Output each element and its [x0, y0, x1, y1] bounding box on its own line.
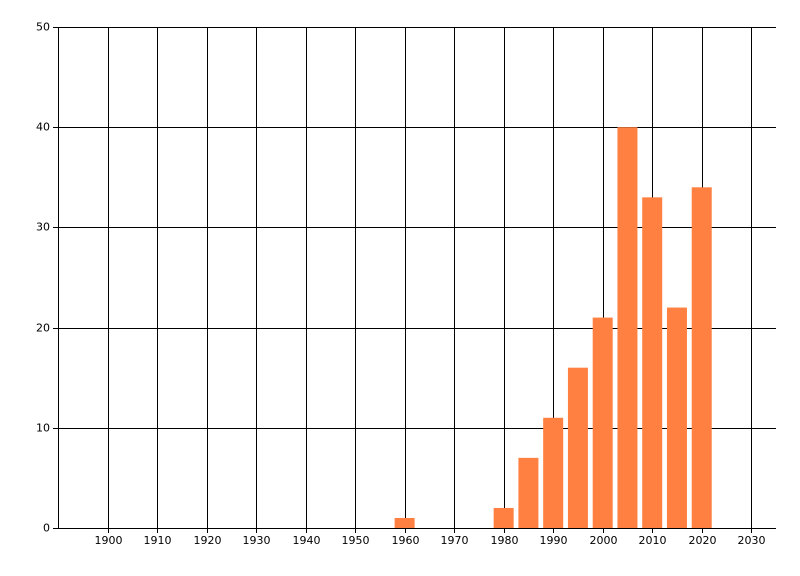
- bar: [394, 517, 415, 528]
- bar: [666, 307, 687, 528]
- x-tick-label: 1920: [194, 534, 222, 547]
- x-tick-label: 1960: [392, 534, 420, 547]
- bar: [518, 457, 539, 528]
- bar: [493, 507, 514, 528]
- y-tick-label: 40: [36, 121, 50, 134]
- y-tick-label: 20: [36, 322, 50, 335]
- x-tick-label: 1910: [144, 534, 172, 547]
- x-tick-label: 2030: [738, 534, 766, 547]
- bar: [567, 367, 588, 528]
- x-tick-label: 2020: [689, 534, 717, 547]
- x-tick-label: 1950: [342, 534, 370, 547]
- x-tick-label: 2010: [639, 534, 667, 547]
- y-tick-label: 10: [36, 422, 50, 435]
- y-tick-label: 50: [36, 21, 50, 34]
- y-tick-label: 30: [36, 221, 50, 234]
- x-tick-label: 1970: [441, 534, 469, 547]
- x-tick-label: 1940: [293, 534, 321, 547]
- x-tick-label: 1900: [95, 534, 123, 547]
- bar: [642, 197, 663, 528]
- bar: [617, 127, 638, 528]
- x-tick-label: 1990: [540, 534, 568, 547]
- bar: [592, 317, 613, 528]
- y-tick-label: 0: [43, 522, 50, 535]
- x-tick-label: 1980: [491, 534, 519, 547]
- bar: [543, 417, 564, 528]
- bar: [691, 187, 712, 528]
- x-tick-label: 1930: [243, 534, 271, 547]
- x-tick-label: 2000: [590, 534, 618, 547]
